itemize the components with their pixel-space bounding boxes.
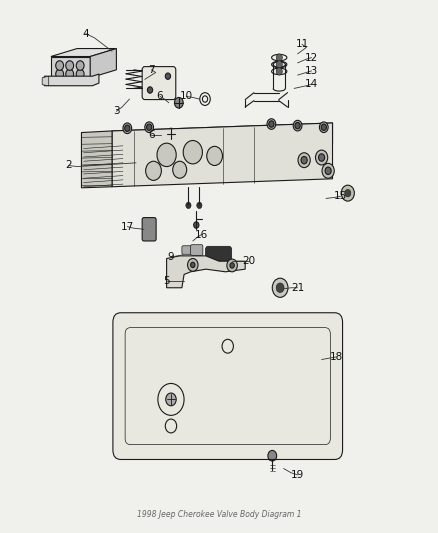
Text: 1998 Jeep Cherokee Valve Body Diagram 1: 1998 Jeep Cherokee Valve Body Diagram 1 — [137, 510, 301, 519]
Text: 20: 20 — [242, 256, 255, 266]
Circle shape — [301, 157, 307, 164]
Circle shape — [194, 222, 199, 228]
FancyBboxPatch shape — [142, 217, 156, 241]
Text: 18: 18 — [330, 352, 343, 362]
Circle shape — [56, 69, 64, 79]
Circle shape — [319, 122, 328, 133]
Circle shape — [230, 263, 234, 268]
Circle shape — [197, 202, 202, 208]
Polygon shape — [51, 56, 90, 78]
Polygon shape — [166, 256, 245, 288]
Polygon shape — [112, 123, 332, 151]
Circle shape — [322, 164, 334, 178]
Polygon shape — [81, 131, 112, 188]
Circle shape — [187, 259, 198, 271]
Circle shape — [76, 61, 84, 70]
Circle shape — [157, 143, 176, 166]
FancyBboxPatch shape — [142, 67, 176, 100]
Circle shape — [56, 61, 64, 70]
Circle shape — [66, 61, 74, 70]
Circle shape — [76, 69, 84, 79]
Circle shape — [125, 125, 130, 132]
Circle shape — [276, 68, 283, 75]
Circle shape — [186, 202, 191, 208]
Polygon shape — [90, 49, 117, 78]
Polygon shape — [42, 76, 49, 86]
Circle shape — [145, 122, 153, 133]
Text: 13: 13 — [305, 66, 318, 76]
FancyBboxPatch shape — [205, 246, 232, 263]
Circle shape — [295, 123, 300, 129]
Text: 5: 5 — [163, 277, 170, 286]
Circle shape — [202, 96, 208, 102]
Circle shape — [267, 119, 276, 130]
Text: 7: 7 — [148, 65, 155, 75]
Text: 17: 17 — [121, 222, 134, 232]
Circle shape — [207, 147, 223, 165]
Circle shape — [146, 161, 161, 180]
Circle shape — [123, 123, 132, 134]
FancyBboxPatch shape — [113, 313, 343, 459]
Text: 3: 3 — [113, 106, 120, 116]
Text: 12: 12 — [305, 53, 318, 62]
Text: 9: 9 — [168, 252, 174, 262]
Circle shape — [293, 120, 302, 131]
Circle shape — [318, 154, 325, 161]
Text: 6: 6 — [157, 91, 163, 101]
FancyBboxPatch shape — [191, 245, 203, 255]
Text: 4: 4 — [82, 29, 89, 39]
Text: 16: 16 — [195, 230, 208, 240]
Circle shape — [174, 98, 183, 108]
Circle shape — [272, 278, 288, 297]
Circle shape — [269, 121, 274, 127]
Polygon shape — [44, 74, 99, 86]
Text: 19: 19 — [291, 470, 304, 480]
Circle shape — [341, 185, 354, 201]
Circle shape — [276, 54, 283, 61]
Text: 10: 10 — [180, 91, 193, 101]
Circle shape — [183, 141, 202, 164]
Text: 14: 14 — [305, 79, 318, 89]
Circle shape — [276, 283, 284, 293]
Text: 6: 6 — [148, 130, 155, 140]
Circle shape — [147, 124, 152, 131]
Circle shape — [227, 259, 237, 272]
Text: 11: 11 — [295, 39, 309, 49]
Polygon shape — [112, 123, 332, 187]
Text: 15: 15 — [334, 191, 347, 201]
Circle shape — [315, 150, 328, 165]
Circle shape — [166, 128, 175, 139]
Circle shape — [173, 161, 187, 178]
Circle shape — [325, 167, 331, 174]
Circle shape — [321, 124, 326, 131]
Text: 21: 21 — [291, 283, 304, 293]
Circle shape — [166, 393, 176, 406]
Circle shape — [148, 87, 152, 93]
Circle shape — [276, 61, 283, 68]
Circle shape — [268, 450, 277, 461]
Polygon shape — [51, 49, 117, 56]
FancyBboxPatch shape — [182, 246, 192, 254]
Circle shape — [298, 153, 310, 167]
Circle shape — [165, 73, 170, 79]
Text: 2: 2 — [65, 160, 72, 171]
Circle shape — [66, 69, 74, 79]
Circle shape — [191, 262, 195, 268]
Circle shape — [345, 189, 351, 197]
